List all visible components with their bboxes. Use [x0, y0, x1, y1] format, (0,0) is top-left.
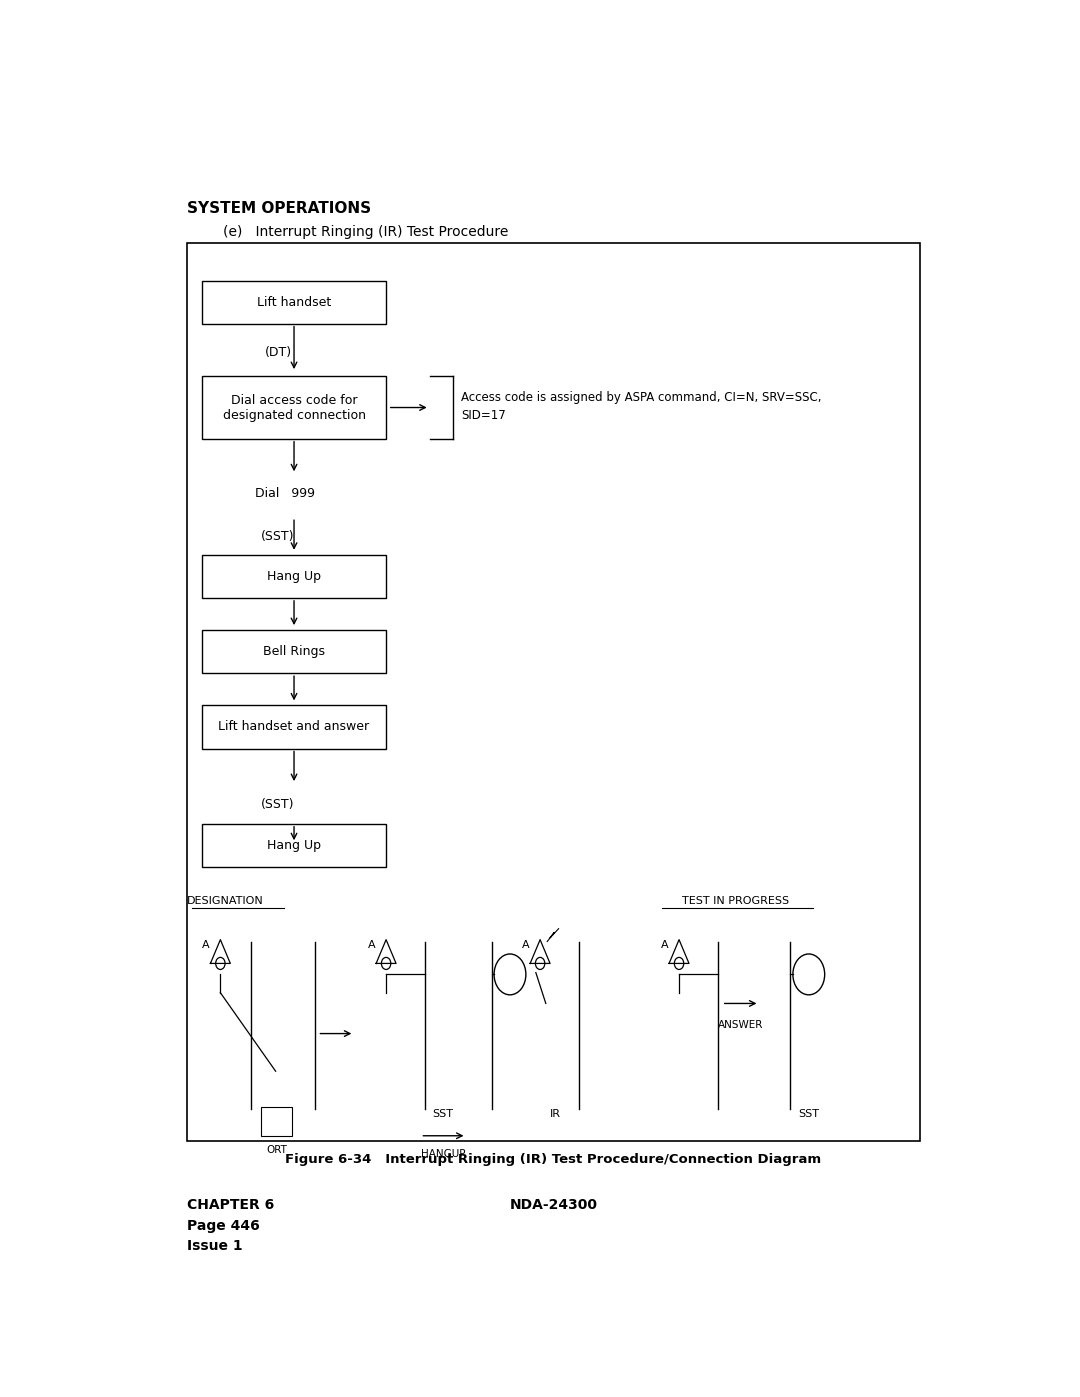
Text: IR: IR: [550, 1109, 561, 1119]
Text: TEST IN PROGRESS: TEST IN PROGRESS: [683, 897, 789, 907]
Text: (SST): (SST): [260, 798, 294, 810]
Text: CHAPTER 6
Page 446
Issue 1: CHAPTER 6 Page 446 Issue 1: [187, 1199, 274, 1253]
Text: A: A: [202, 940, 210, 950]
Text: SYSTEM OPERATIONS: SYSTEM OPERATIONS: [187, 201, 372, 217]
Text: SST: SST: [798, 1109, 820, 1119]
Text: (DT): (DT): [265, 346, 292, 359]
Text: Bell Rings: Bell Rings: [264, 645, 325, 658]
Bar: [260, 1106, 293, 1136]
Text: SST: SST: [432, 1109, 454, 1119]
Text: Figure 6-34   Interrupt Ringing (IR) Test Procedure/Connection Diagram: Figure 6-34 Interrupt Ringing (IR) Test …: [285, 1153, 822, 1166]
Text: SID=17: SID=17: [461, 408, 507, 422]
Text: Hang Up: Hang Up: [267, 570, 321, 583]
Bar: [202, 705, 387, 749]
Text: ANSWER: ANSWER: [718, 1020, 764, 1030]
Text: Hang Up: Hang Up: [267, 838, 321, 852]
Text: A: A: [367, 940, 376, 950]
Text: ORT: ORT: [266, 1146, 287, 1155]
Text: (SST): (SST): [260, 529, 294, 543]
Text: (e)   Interrupt Ringing (IR) Test Procedure: (e) Interrupt Ringing (IR) Test Procedur…: [222, 225, 509, 239]
Text: DESIGNATION: DESIGNATION: [187, 897, 264, 907]
Text: HANGUP: HANGUP: [421, 1150, 465, 1160]
Text: A: A: [661, 940, 669, 950]
Text: Dial access code for
designated connection: Dial access code for designated connecti…: [222, 394, 365, 422]
Bar: [202, 376, 387, 439]
Text: NDA-24300: NDA-24300: [510, 1199, 597, 1213]
Bar: [202, 555, 387, 598]
Text: Dial   999: Dial 999: [255, 488, 314, 500]
Bar: [202, 630, 387, 673]
Text: Lift handset: Lift handset: [257, 296, 332, 309]
Bar: [187, 243, 920, 1141]
Bar: [202, 281, 387, 324]
Text: Access code is assigned by ASPA command, CI=N, SRV=SSC,: Access code is assigned by ASPA command,…: [461, 391, 822, 404]
Bar: [202, 824, 387, 866]
Text: Lift handset and answer: Lift handset and answer: [218, 721, 369, 733]
Text: A: A: [522, 940, 529, 950]
